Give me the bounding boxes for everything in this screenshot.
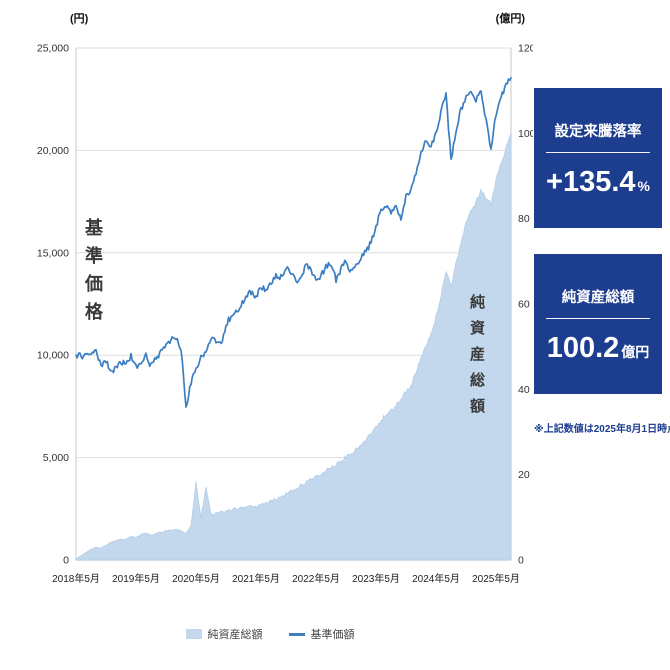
performance-chart: 0 5,000 10,000 15,000 20,000 25,000 0 20 40 60 80 1… — [37, 11, 536, 585]
stat-value-return: +135.4% — [546, 165, 650, 198]
svg-text:40: 40 — [518, 384, 530, 396]
svg-text:(億円): (億円) — [496, 11, 526, 25]
svg-text:2024年5月: 2024年5月 — [412, 572, 460, 585]
nav-line-swatch — [288, 632, 305, 636]
as-of-note: ※上記数値は2025年8月1日時点 — [534, 424, 670, 435]
svg-text:2019年5月: 2019年5月 — [112, 572, 160, 585]
assets-unit: 億円 — [621, 343, 650, 360]
svg-text:2020年5月: 2020年5月 — [172, 572, 220, 585]
stat-box-return: 設定来騰落率 +135.4% — [534, 88, 662, 228]
svg-text:2023年5月: 2023年5月 — [352, 572, 400, 585]
chart-legend: 純資産総額 基準価額 — [0, 626, 540, 642]
svg-text:2021年5月: 2021年5月 — [232, 572, 280, 585]
nav-line-series — [75, 77, 512, 408]
stat-label-assets: 純資産総額 — [545, 286, 651, 319]
svg-text:5,000: 5,000 — [43, 452, 69, 464]
svg-text:60: 60 — [518, 299, 530, 311]
legend-label-nav: 基準価額 — [310, 629, 355, 641]
assets-inner-label: 純資産総額 — [468, 294, 485, 424]
svg-text:2025年5月: 2025年5月 — [472, 572, 520, 585]
svg-text:20: 20 — [518, 469, 530, 481]
stat-box-assets: 純資産総額 100.2 億円 — [534, 254, 662, 394]
stat-label-return: 設定来騰落率 — [545, 120, 651, 153]
svg-text:80: 80 — [518, 213, 530, 225]
svg-text:120: 120 — [518, 43, 533, 55]
svg-text:25,000: 25,000 — [37, 43, 69, 55]
legend-item-assets: 純資産総額 — [185, 626, 263, 642]
svg-text:10,000: 10,000 — [37, 350, 69, 362]
return-unit: % — [637, 177, 650, 194]
svg-text:0: 0 — [518, 555, 524, 567]
stat-value-assets: 100.2 億円 — [546, 331, 650, 364]
assets-area-series — [75, 132, 512, 561]
legend-item-nav: 基準価額 — [288, 626, 355, 642]
svg-text:20,000: 20,000 — [37, 145, 69, 157]
svg-text:(円): (円) — [70, 12, 89, 25]
svg-text:100: 100 — [518, 128, 533, 140]
legend-label-assets: 純資産総額 — [207, 629, 263, 641]
stats-panel: 設定来騰落率 +135.4% 純資産総額 100.2 億円 ※上記数値は2025年… — [534, 88, 670, 435]
svg-text:15,000: 15,000 — [37, 247, 69, 259]
svg-text:2022年5月: 2022年5月 — [292, 572, 340, 585]
assets-value: 100.2 — [546, 331, 620, 364]
return-value: +135.4 — [546, 165, 636, 198]
nav-inner-label: 基準価格 — [83, 218, 103, 330]
assets-area-swatch — [185, 629, 202, 639]
svg-text:0: 0 — [63, 555, 69, 567]
chart-area: 0 5,000 10,000 15,000 20,000 25,000 0 20 40 60 80 1… — [8, 6, 536, 606]
svg-text:2018年5月: 2018年5月 — [52, 572, 100, 585]
